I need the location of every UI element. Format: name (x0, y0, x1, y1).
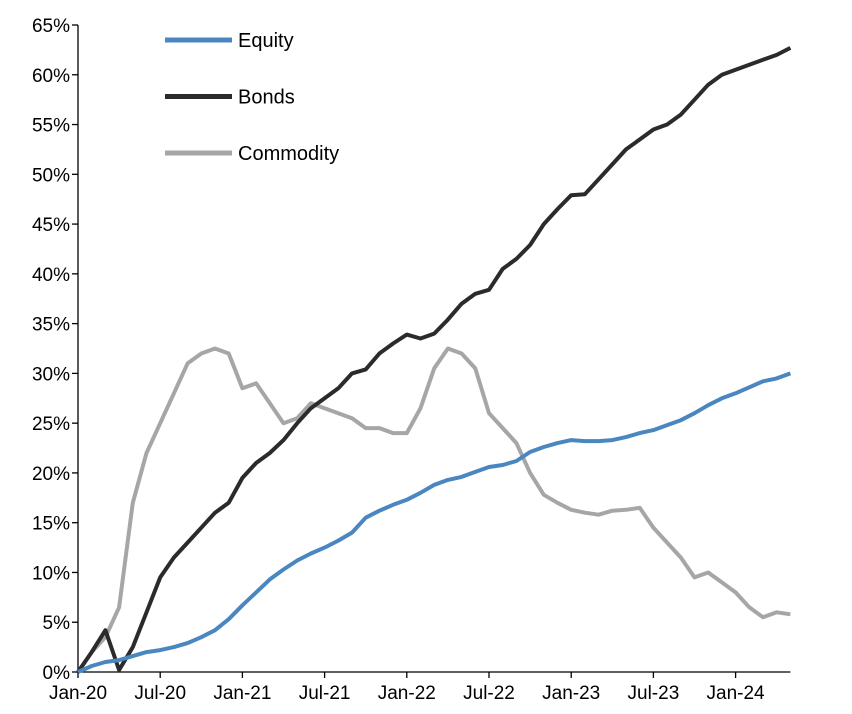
y-tick-label: 10% (32, 563, 70, 584)
y-tick-label: 0% (43, 663, 71, 684)
x-tick-label: Jul-23 (628, 683, 680, 704)
series-lines (76, 46, 792, 674)
y-tick-label: 40% (32, 265, 70, 286)
y-tick-label: 30% (32, 364, 70, 385)
legend: Equity Bonds Commodity (165, 30, 339, 165)
y-tick-label: 45% (32, 215, 70, 236)
series-line-bonds (76, 46, 792, 674)
x-tick-label: Jul-21 (299, 683, 351, 704)
x-tick-label: Jan-20 (49, 683, 107, 704)
x-tick-label: Jan-22 (378, 683, 436, 704)
y-tick-label: 65% (32, 16, 70, 37)
x-tick-label: Jan-23 (542, 683, 600, 704)
y-tick-label: 60% (32, 66, 70, 87)
y-tick-label: 5% (43, 613, 71, 634)
y-tick-label: 35% (32, 315, 70, 336)
series-line-equity (77, 371, 792, 674)
y-tick-label: 25% (32, 414, 70, 435)
axes: 0% 5% 10% 15% 20% 25% 30% 35% 40% 45% 50% 55% 60% 65%… (32, 16, 791, 704)
x-tick-label: Jan-21 (213, 683, 271, 704)
series-line-commodity (76, 346, 791, 674)
y-tick-label: 50% (32, 165, 70, 186)
legend-label-equity: Equity (238, 30, 294, 52)
legend-label-bonds: Bonds (238, 87, 295, 109)
legend-label-commodity: Commodity (238, 143, 339, 165)
y-tick-label: 20% (32, 464, 70, 485)
y-tick-label: 15% (32, 514, 70, 535)
x-tick-label: Jul-22 (463, 683, 515, 704)
y-tick-label: 55% (32, 116, 70, 137)
x-tick-label: Jul-20 (134, 683, 186, 704)
x-tick-label: Jan-24 (707, 683, 766, 704)
